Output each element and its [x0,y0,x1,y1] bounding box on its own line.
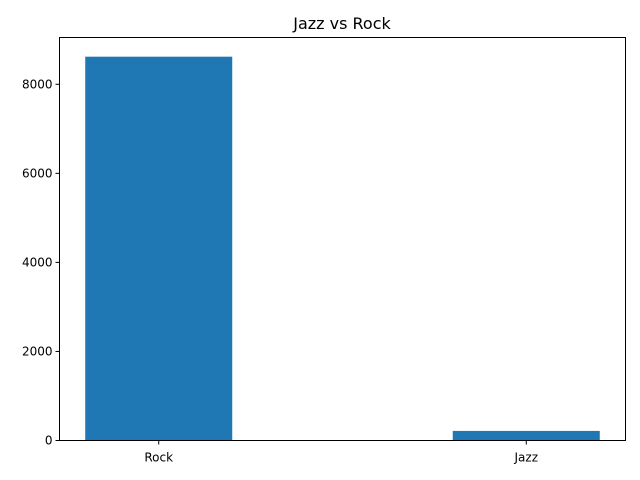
bar-rock [85,56,233,441]
plot-area-frame [59,37,626,441]
y-tick-label: 4000 [22,255,53,269]
chart-title: Jazz vs Rock [292,14,391,33]
x-tick-label: Jazz [514,451,539,465]
y-tick-label: 6000 [22,166,53,180]
y-tick-label: 0 [45,434,53,448]
x-axis-ticks: Rock Jazz [144,440,539,465]
y-tick-label: 8000 [22,77,53,91]
y-tick-label: 2000 [22,344,53,358]
y-axis-ticks: 0 2000 4000 6000 8000 [22,77,60,448]
bars-group [85,56,600,441]
x-tick-label: Rock [144,451,173,465]
bar-jazz [452,430,600,441]
